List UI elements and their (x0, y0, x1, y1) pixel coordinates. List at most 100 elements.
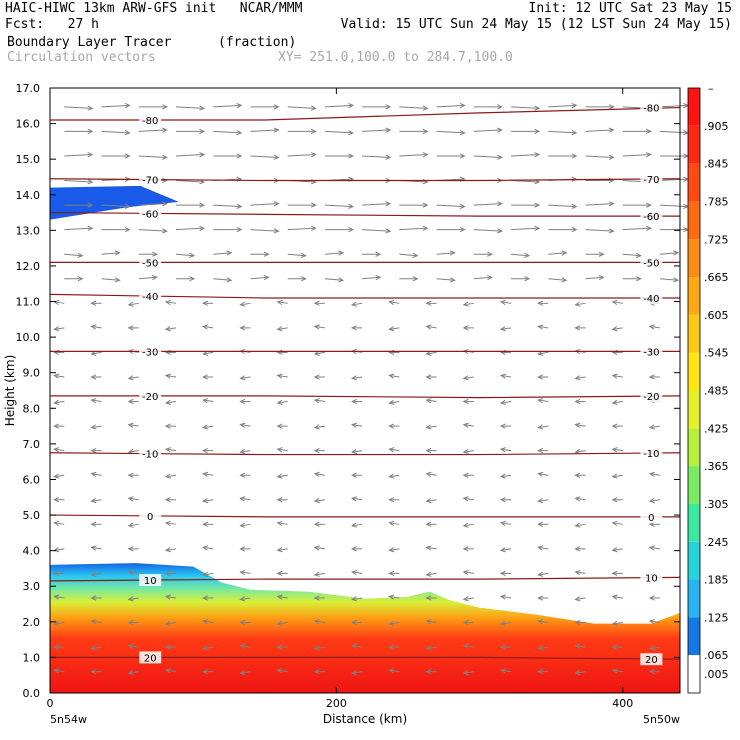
wind-vector (313, 545, 325, 551)
isotherm-label: -60 (643, 212, 659, 223)
wind-vector-shaft (500, 595, 512, 599)
wind-vector-head (77, 276, 84, 282)
wind-vector (350, 522, 363, 528)
wind-vector-head (462, 596, 469, 602)
wind-vector-shaft (585, 203, 614, 206)
wind-vector-shaft (538, 646, 549, 650)
wind-vector-shaft (352, 645, 363, 648)
isotherm-label: 0 (147, 512, 153, 523)
wind-vector (350, 301, 363, 307)
wind-vector-shaft (399, 227, 428, 231)
wind-vector-shaft (250, 129, 279, 132)
wind-vector-shaft (314, 325, 325, 329)
wind-vector-shaft (213, 278, 232, 281)
wind-vector-shaft (352, 302, 363, 306)
wind-vector-shaft (240, 523, 251, 527)
wind-vector (648, 545, 661, 551)
wind-vector (239, 569, 251, 576)
wind-vector-shaft (54, 522, 65, 525)
wind-vector-shaft (463, 571, 474, 574)
wind-vector (473, 251, 493, 257)
wind-vector (324, 277, 345, 283)
wind-vector-head (611, 547, 618, 553)
wind-vector-shaft (473, 155, 502, 158)
wind-vector-head (202, 498, 209, 504)
wind-vector (648, 645, 661, 651)
wind-vector-head (202, 545, 209, 551)
isotherm-label: 10 (645, 573, 658, 584)
wind-vector (648, 619, 661, 625)
wind-vector-head (574, 472, 581, 478)
isotherm-label-bg (640, 210, 663, 223)
wind-vector-shaft (500, 622, 512, 625)
wind-vector (138, 228, 168, 234)
wind-vector-head (124, 153, 131, 159)
wind-vector (462, 325, 474, 331)
wind-vector-shaft (389, 522, 400, 525)
colorbar-label: .845 (704, 158, 729, 171)
wind-vector-head (388, 644, 395, 650)
wind-vector (127, 398, 139, 405)
wind-vector (473, 274, 493, 281)
wind-vector-shaft (659, 204, 688, 208)
wind-vector-shaft (175, 227, 205, 231)
wind-vector (425, 424, 437, 430)
wind-vector-head (537, 300, 543, 306)
wind-vector (276, 644, 288, 650)
wind-vector-shaft (203, 572, 214, 576)
wind-vector-head (388, 570, 395, 577)
wind-vector-head (499, 520, 506, 527)
wind-vector-head (412, 252, 419, 258)
wind-vector (53, 594, 65, 600)
wind-vector-head (90, 374, 97, 380)
wind-vector (537, 471, 549, 477)
wind-vector-head (412, 276, 419, 282)
isotherm-label-bg (640, 256, 663, 269)
colorbar-cell (688, 125, 700, 164)
wind-vector-head (574, 422, 581, 428)
isotherm-label-bg (640, 291, 663, 304)
wind-vector-shaft (473, 229, 502, 232)
wind-vector (611, 668, 623, 674)
wind-vector-shaft (511, 227, 540, 231)
wind-vector (462, 546, 474, 552)
wind-vector (388, 594, 400, 600)
wind-vector-head (350, 375, 358, 381)
wind-vector-shaft (575, 597, 586, 600)
wind-vector-shaft (91, 499, 102, 502)
wind-vector (499, 620, 512, 626)
wind-vector-head (300, 276, 307, 282)
wind-vector-shaft (203, 646, 214, 650)
wind-vector-head (425, 571, 432, 577)
wind-vector-head (425, 545, 432, 551)
wind-vector (425, 595, 437, 601)
wind-vector (388, 620, 400, 626)
wind-vector-head (313, 471, 320, 477)
wind-vector (611, 547, 623, 553)
wind-vector (90, 324, 102, 330)
colorbar-label: .185 (704, 574, 729, 587)
wind-vector-shaft (54, 301, 65, 304)
wind-vector (425, 498, 437, 504)
wind-vector (350, 669, 363, 676)
wind-vector (648, 374, 660, 380)
y-tick-label: 0.0 (23, 687, 41, 700)
wind-vector-head (189, 252, 196, 258)
wind-vector (239, 643, 251, 649)
wind-vector (250, 228, 280, 234)
field-units: (fraction) (218, 35, 297, 50)
wind-vector-head (571, 102, 578, 109)
isotherm-label: -50 (643, 258, 659, 269)
wind-vector-shaft (250, 155, 279, 158)
y-tick-label: 9.0 (23, 367, 41, 380)
wind-vector-head (236, 203, 243, 209)
wind-vector-shaft (240, 302, 251, 306)
isotherm-label-bg (139, 509, 162, 522)
wind-vector-head (273, 201, 280, 207)
wind-vector-head (90, 498, 97, 504)
wind-vector-shaft (128, 645, 139, 648)
wind-vector-shaft (426, 646, 437, 650)
wind-vector-shaft (54, 622, 65, 625)
wind-vector-head (202, 448, 208, 454)
wind-vector-head (388, 299, 395, 306)
